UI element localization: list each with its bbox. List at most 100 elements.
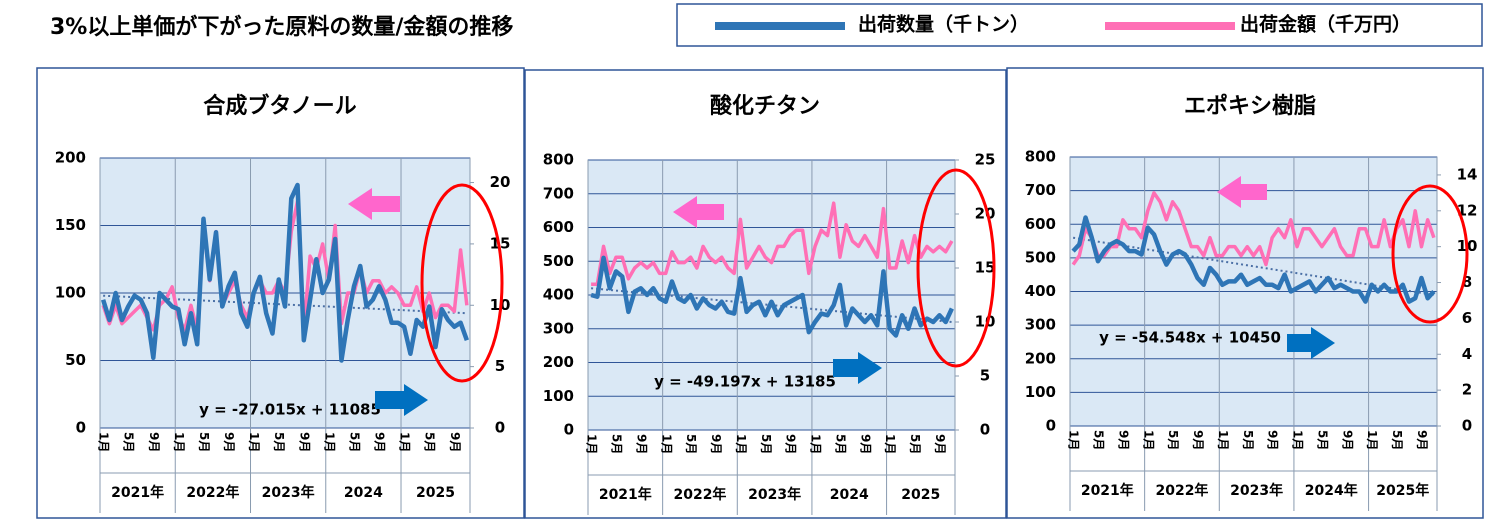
y-tick-label: 700 bbox=[1025, 181, 1056, 199]
panel-frame bbox=[1006, 67, 1484, 519]
x-tick-label: 9月 bbox=[709, 434, 723, 454]
highlight-ellipse bbox=[1391, 184, 1469, 324]
year-label: 2024 bbox=[830, 487, 869, 503]
y-tick-label: 300 bbox=[1025, 316, 1056, 334]
blue-arrow bbox=[375, 384, 428, 416]
y2-tick-label: 0 bbox=[495, 419, 505, 437]
y2-tick-label: 8 bbox=[1462, 273, 1472, 291]
year-label: 2022年 bbox=[673, 486, 726, 503]
x-tick-label: 1月 bbox=[734, 434, 748, 454]
x-tick-label: 1月 bbox=[1216, 430, 1230, 450]
x-tick-label: 9月 bbox=[1116, 430, 1130, 450]
year-label: 2025 bbox=[416, 485, 455, 501]
x-tick-label: 1月 bbox=[1291, 430, 1305, 450]
x-tick-label: 9月 bbox=[1191, 430, 1205, 450]
y2-tick-label: 0 bbox=[1462, 417, 1472, 435]
y-tick-label: 0 bbox=[564, 421, 574, 439]
series-line bbox=[1071, 191, 1436, 267]
panel-title: エポキシ樹脂 bbox=[1184, 93, 1316, 119]
x-tick-label: 1月 bbox=[585, 434, 599, 454]
x-tick-label: 1月 bbox=[247, 432, 261, 452]
x-tick-label: 1月 bbox=[97, 432, 111, 452]
x-tick-label: 9月 bbox=[634, 434, 648, 454]
y-tick-label: 100 bbox=[55, 284, 86, 302]
x-tick-label: 9月 bbox=[373, 432, 387, 452]
highlight-ellipse bbox=[916, 168, 996, 368]
panel-title: 酸化チタン bbox=[710, 93, 820, 119]
y-tick-label: 150 bbox=[55, 216, 86, 234]
year-label: 2022年 bbox=[1155, 482, 1208, 499]
y-tick-label: 600 bbox=[1025, 215, 1056, 233]
y-tick-label: 200 bbox=[1025, 349, 1056, 367]
blue-arrow bbox=[1287, 327, 1335, 359]
y2-tick-label: 20 bbox=[490, 173, 511, 191]
y-tick-label: 600 bbox=[543, 218, 574, 236]
year-label: 2025年 bbox=[1376, 482, 1429, 499]
x-tick-label: 9月 bbox=[933, 434, 947, 454]
x-tick-label: 5月 bbox=[347, 432, 361, 452]
y2-tick-label: 5 bbox=[980, 367, 990, 385]
annotations bbox=[348, 168, 1469, 416]
x-tick-label: 5月 bbox=[1166, 430, 1180, 450]
x-tick-label: 9月 bbox=[784, 434, 798, 454]
x-tick-label: 5月 bbox=[197, 432, 211, 452]
y-tick-label: 500 bbox=[1025, 248, 1056, 266]
y-tick-label: 400 bbox=[1025, 282, 1056, 300]
y-tick-label: 800 bbox=[543, 151, 574, 169]
pink-arrow bbox=[1217, 176, 1267, 208]
x-tick-label: 9月 bbox=[147, 432, 161, 452]
y-tick-label: 100 bbox=[543, 387, 574, 405]
x-tick-label: 9月 bbox=[858, 434, 872, 454]
x-tick-label: 5月 bbox=[423, 432, 437, 452]
x-tick-label: 5月 bbox=[1390, 430, 1404, 450]
x-tick-label: 1月 bbox=[809, 434, 823, 454]
blue-arrow bbox=[833, 352, 882, 384]
x-tick-label: 5月 bbox=[122, 432, 136, 452]
x-tick-label: 5月 bbox=[833, 434, 847, 454]
highlight-ellipse bbox=[420, 183, 504, 383]
x-tick-label: 1月 bbox=[659, 434, 673, 454]
y2-tick-label: 4 bbox=[1462, 345, 1472, 363]
x-tick-label: 5月 bbox=[908, 434, 922, 454]
year-label: 2024 bbox=[344, 485, 383, 501]
year-label: 2023年 bbox=[748, 486, 801, 503]
x-tick-label: 5月 bbox=[684, 434, 698, 454]
year-label: 2024年 bbox=[1305, 482, 1358, 499]
trend-equation: y = -27.015x + 11085 bbox=[199, 401, 381, 419]
x-tick-label: 5月 bbox=[272, 432, 286, 452]
x-tick-label: 5月 bbox=[1241, 430, 1255, 450]
y2-tick-label: 5 bbox=[495, 357, 505, 375]
panel-title: 合成ブタノール bbox=[203, 93, 356, 119]
year-label: 2023年 bbox=[1230, 482, 1283, 499]
y2-tick-label: 15 bbox=[975, 259, 996, 277]
x-tick-label: 5月 bbox=[1091, 430, 1105, 450]
x-tick-label: 9月 bbox=[222, 432, 236, 452]
pink-arrow bbox=[348, 188, 400, 220]
x-tick-label: 9月 bbox=[297, 432, 311, 452]
year-label: 2025 bbox=[901, 487, 940, 503]
page-title: 3%以上単価が下がった原料の数量/金額の推移 bbox=[50, 14, 513, 40]
y2-tick-label: 14 bbox=[1457, 165, 1478, 183]
legend-label: 出荷金額（千万円） bbox=[1240, 13, 1411, 36]
x-tick-label: 1月 bbox=[1141, 430, 1155, 450]
trend-equation: y = -54.548x + 10450 bbox=[1099, 329, 1281, 347]
y2-tick-label: 2 bbox=[1462, 381, 1472, 399]
legend-label: 出荷数量（千トン） bbox=[858, 13, 1029, 36]
y-tick-label: 800 bbox=[1025, 148, 1056, 166]
x-tick-label: 1月 bbox=[172, 432, 186, 452]
series-line bbox=[100, 182, 469, 363]
y2-tick-label: 6 bbox=[1462, 309, 1472, 327]
series-line bbox=[591, 201, 954, 286]
series-line bbox=[590, 255, 954, 338]
y-tick-label: 0 bbox=[1046, 417, 1056, 435]
x-tick-label: 5月 bbox=[609, 434, 623, 454]
x-tick-label: 5月 bbox=[1315, 430, 1329, 450]
y-tick-label: 50 bbox=[65, 351, 86, 369]
x-tick-label: 9月 bbox=[1415, 430, 1429, 450]
y-tick-label: 400 bbox=[543, 286, 574, 304]
year-label: 2021年 bbox=[111, 484, 164, 501]
y2-tick-label: 0 bbox=[980, 421, 990, 439]
year-label: 2021年 bbox=[599, 486, 652, 503]
y-tick-label: 200 bbox=[543, 353, 574, 371]
